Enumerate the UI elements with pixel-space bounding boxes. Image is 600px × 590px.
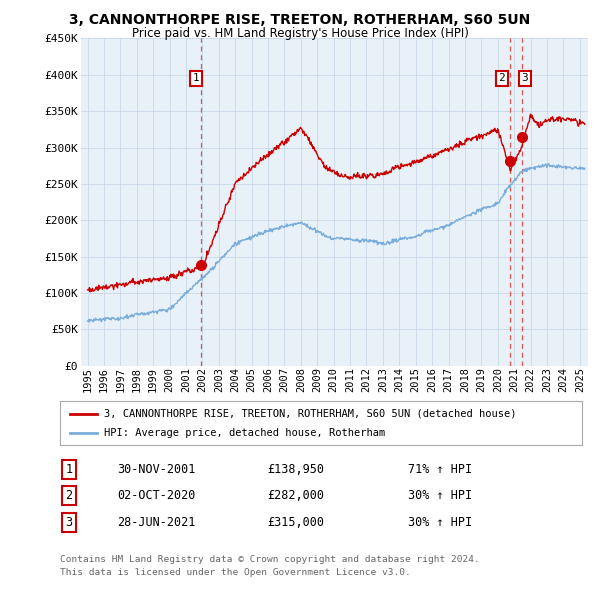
Text: 30% ↑ HPI: 30% ↑ HPI: [408, 516, 472, 529]
Text: 1: 1: [65, 463, 73, 476]
Text: 2: 2: [65, 489, 73, 502]
Text: 71% ↑ HPI: 71% ↑ HPI: [408, 463, 472, 476]
Text: 30% ↑ HPI: 30% ↑ HPI: [408, 489, 472, 502]
Text: 3: 3: [65, 516, 73, 529]
Text: 2: 2: [499, 73, 505, 83]
Text: £138,950: £138,950: [267, 463, 324, 476]
Text: 3: 3: [521, 73, 528, 83]
Text: 3, CANNONTHORPE RISE, TREETON, ROTHERHAM, S60 5UN (detached house): 3, CANNONTHORPE RISE, TREETON, ROTHERHAM…: [104, 409, 517, 418]
Text: 02-OCT-2020: 02-OCT-2020: [117, 489, 196, 502]
Text: 1: 1: [193, 73, 200, 83]
Text: Contains HM Land Registry data © Crown copyright and database right 2024.: Contains HM Land Registry data © Crown c…: [60, 555, 480, 563]
Text: 30-NOV-2001: 30-NOV-2001: [117, 463, 196, 476]
Text: 3, CANNONTHORPE RISE, TREETON, ROTHERHAM, S60 5UN: 3, CANNONTHORPE RISE, TREETON, ROTHERHAM…: [70, 13, 530, 27]
Text: Price paid vs. HM Land Registry's House Price Index (HPI): Price paid vs. HM Land Registry's House …: [131, 27, 469, 40]
Text: This data is licensed under the Open Government Licence v3.0.: This data is licensed under the Open Gov…: [60, 568, 411, 577]
Text: £315,000: £315,000: [267, 516, 324, 529]
Text: 28-JUN-2021: 28-JUN-2021: [117, 516, 196, 529]
Text: HPI: Average price, detached house, Rotherham: HPI: Average price, detached house, Roth…: [104, 428, 386, 438]
Text: £282,000: £282,000: [267, 489, 324, 502]
